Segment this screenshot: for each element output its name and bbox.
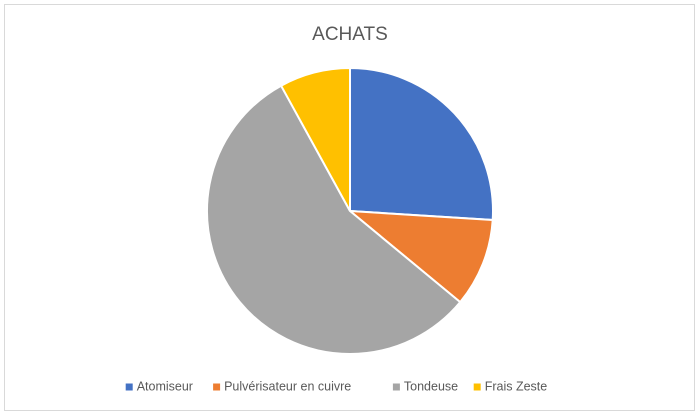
pie-slice: [349, 66, 494, 222]
chart-title: ACHATS: [312, 24, 388, 45]
pie-slice: [346, 209, 494, 304]
legend-label: Pulvérisateur en cuivre: [224, 379, 351, 393]
pie-slice: [279, 66, 351, 212]
legend-label: Frais Zeste: [485, 379, 548, 393]
legend-swatch: [473, 383, 481, 391]
legend-label: Atomiseur: [137, 379, 193, 393]
legend-swatch: [125, 383, 133, 391]
legend-label: Tondeuse: [404, 379, 458, 393]
pie-slice: [206, 84, 462, 355]
legend-swatch: [392, 383, 400, 391]
legend-swatch: [213, 383, 221, 391]
